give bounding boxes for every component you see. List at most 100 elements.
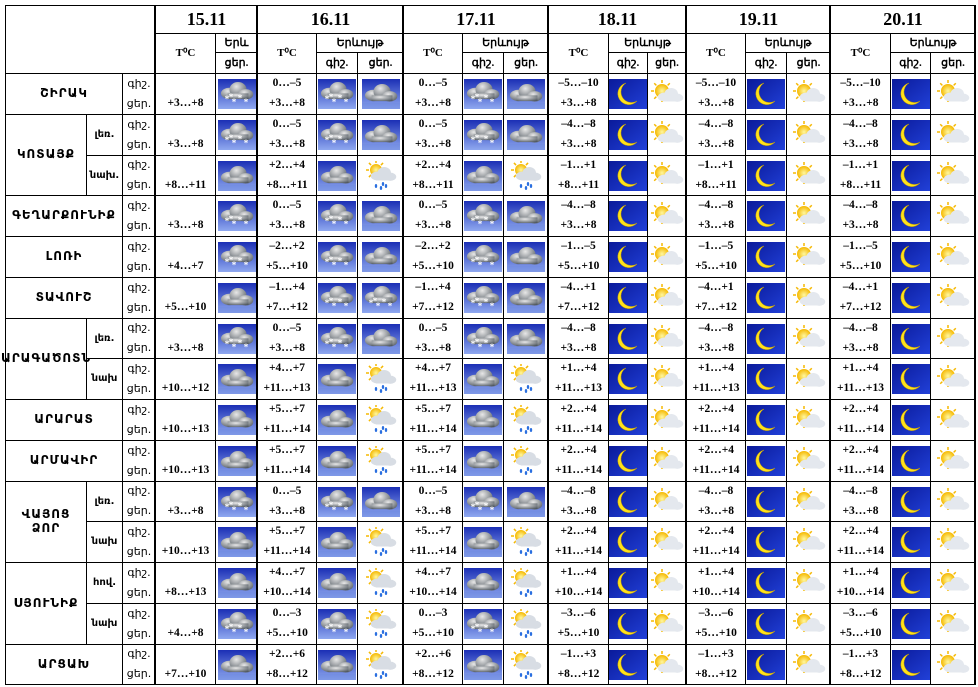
- temp-label: T⁰C: [850, 47, 871, 60]
- weather-icon-cell: [608, 358, 648, 400]
- svg-text:*: *: [332, 219, 337, 229]
- day-temp: +3…+8: [697, 219, 735, 232]
- night-temp: –4…–8: [698, 485, 734, 498]
- weather-icon: [792, 161, 825, 184]
- weather-icon: * * * **: [217, 120, 256, 150]
- night-temp: +2…+6: [268, 648, 306, 661]
- weather-icon-cell: [930, 114, 976, 156]
- svg-text:*: *: [338, 297, 343, 307]
- zone: լեռ.: [94, 495, 115, 507]
- night-label: գիշ.: [127, 484, 151, 498]
- day-temp: +5…+10: [412, 627, 454, 640]
- weather-icon-cell: * * * * *: [215, 318, 258, 359]
- weather-icon-cell: [786, 358, 831, 400]
- weather-icon-cell: [608, 318, 648, 359]
- day-temp: +5…+10: [695, 260, 737, 273]
- weather-icon: [507, 79, 545, 109]
- weather-icon: [361, 201, 400, 231]
- weather-icon: [891, 486, 930, 517]
- weather-icon-cell: [745, 603, 787, 645]
- night-temp: –1…+1: [698, 159, 734, 172]
- svg-text:*: *: [325, 216, 330, 226]
- weather-icon-cell: [647, 73, 687, 115]
- day-temp: +10…+14: [836, 586, 885, 599]
- corner-cell: [5, 5, 156, 74]
- day-temp: +11…+14: [555, 423, 602, 436]
- svg-text:*: *: [475, 622, 480, 632]
- day-header: ցեր.: [930, 52, 976, 74]
- weather-icon-cell: [462, 521, 504, 563]
- temp-header: T⁰C: [257, 33, 317, 74]
- svg-text:*: *: [231, 627, 236, 637]
- period-labels: գիշ. ցեր.: [122, 155, 156, 196]
- svg-text:*: *: [231, 97, 236, 107]
- night-label: գիշ.: [899, 56, 922, 69]
- night-temp: 0…–5: [418, 485, 448, 498]
- night-temp: –4…–8: [843, 118, 878, 131]
- night-temp: +1…+4: [560, 362, 597, 375]
- day-temp: +8…+11: [266, 178, 308, 191]
- svg-text:*: *: [490, 138, 495, 148]
- weather-icon-cell: [647, 440, 687, 482]
- day-label: ցեր.: [796, 56, 821, 69]
- weather-icon-cell: [930, 440, 976, 482]
- weather-icon: [365, 160, 396, 190]
- weather-icon: [792, 243, 825, 265]
- period-labels: գիշ. ցեր.: [122, 644, 156, 685]
- day-temp: +8…+12: [557, 667, 600, 680]
- phen-label: Երևույթ: [764, 36, 812, 49]
- weather-icon-cell: [890, 603, 931, 645]
- night-temp: +1…+4: [697, 566, 735, 579]
- weather-icon-cell: [503, 481, 549, 522]
- zone-cell: լեռ.: [86, 318, 123, 359]
- weather-icon-cell: [786, 481, 831, 522]
- day-label: ցեր.: [941, 56, 965, 69]
- separator: [154, 5, 156, 685]
- weather-icon-cell: * * * * *: [215, 481, 258, 522]
- night-temp: –1…+1: [842, 159, 879, 172]
- weather-icon-cell: [786, 644, 831, 685]
- weather-icon-cell: * * * * *: [316, 114, 358, 156]
- weather-icon-cell: [357, 521, 404, 563]
- weather-icon: [318, 160, 356, 191]
- svg-text:*: *: [237, 134, 242, 144]
- weather-icon: [651, 487, 684, 510]
- svg-text:*: *: [471, 135, 476, 145]
- weather-icon-cell: [316, 644, 358, 685]
- weather-icon-cell: [930, 236, 976, 278]
- weather-icon-cell: [890, 195, 931, 237]
- weather-icon-cell: [890, 318, 931, 359]
- svg-text:*: *: [344, 342, 349, 352]
- weather-icon-cell: [316, 440, 358, 482]
- svg-text:*: *: [325, 94, 330, 104]
- svg-text:*: *: [490, 260, 495, 270]
- weather-icon-cell: * * * * *: [215, 236, 258, 278]
- weather-icon: [651, 324, 684, 347]
- weather-icon-cell: * * * * *: [316, 318, 358, 359]
- weather-icon: [747, 486, 785, 517]
- phen-header: Երևույթ: [745, 33, 831, 53]
- weather-icon-cell: [647, 358, 687, 400]
- weather-icon: [937, 202, 970, 224]
- svg-text:*: *: [338, 215, 343, 225]
- temp-cell: –2…+2 +5…+10: [403, 236, 463, 278]
- weather-icon: [361, 242, 400, 272]
- weather-icon: [507, 283, 545, 313]
- weather-icon-cell: [316, 358, 358, 400]
- night-temp: –4…–8: [561, 322, 596, 335]
- svg-text:*: *: [484, 297, 489, 307]
- temp-cell: –1…+4 +7…+12: [403, 277, 463, 319]
- weather-icon-cell: * * * * *: [316, 481, 358, 522]
- weather-icon: [217, 160, 256, 191]
- night-temp: –3…–6: [561, 607, 596, 620]
- date-header: 16.11: [257, 5, 404, 34]
- weather-icon-cell: [357, 399, 404, 441]
- weather-icon-cell: [647, 236, 687, 278]
- weather-icon-cell: [215, 521, 258, 563]
- temp-cell: +2…+4 +11…+14: [548, 399, 609, 441]
- weather-icon-cell: [930, 603, 976, 645]
- svg-text:*: *: [329, 255, 334, 265]
- weather-icon-cell: [890, 358, 931, 400]
- weather-icon: [937, 650, 970, 673]
- blank: [184, 362, 187, 375]
